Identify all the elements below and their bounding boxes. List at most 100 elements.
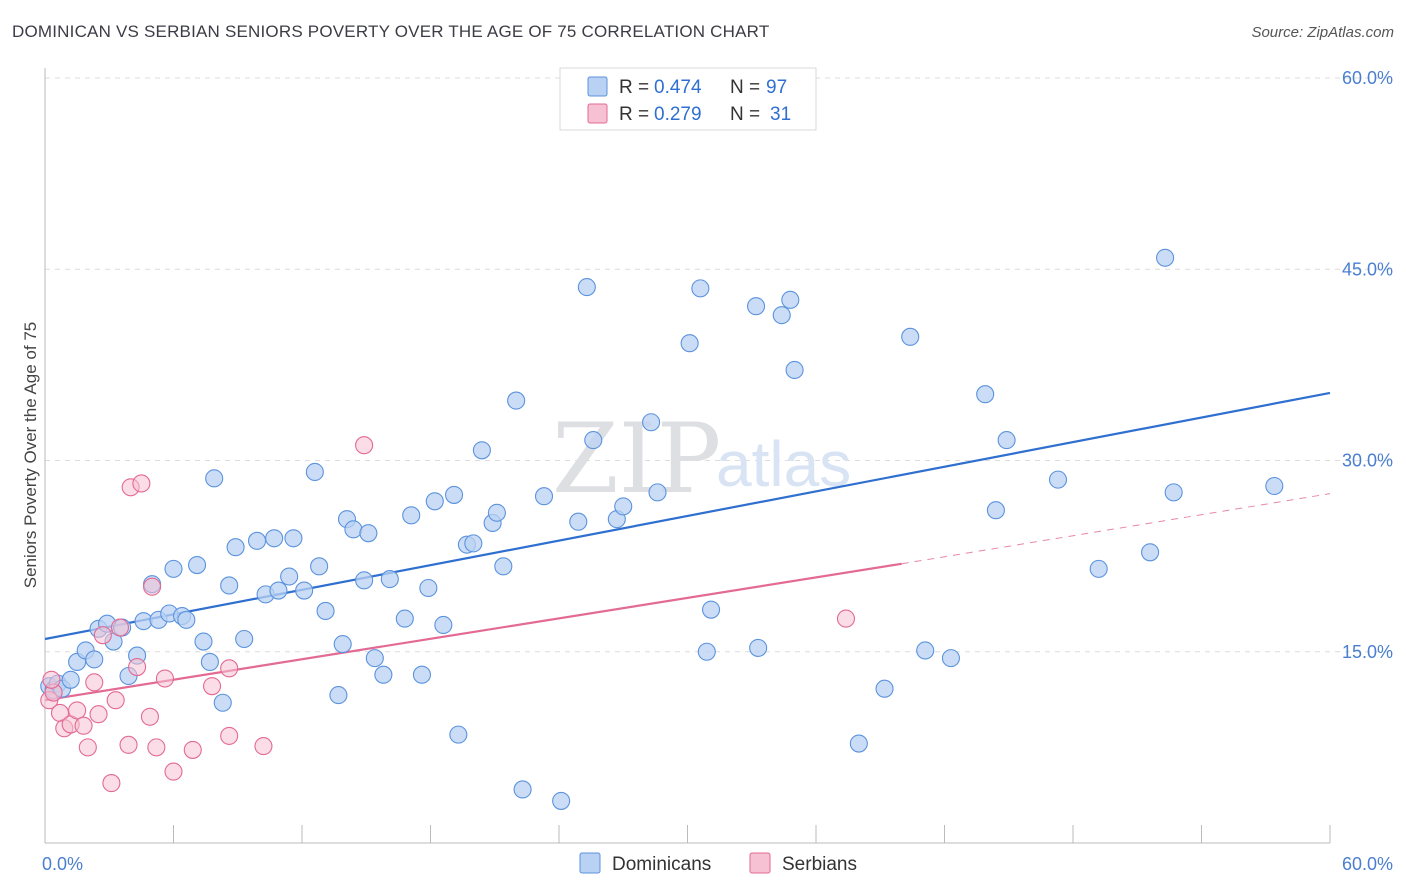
point-dominicans (1156, 248, 1175, 267)
y-axis-label: Seniors Poverty Over the Age of 75 (21, 322, 40, 588)
watermark: ZIP atlas (552, 403, 851, 515)
point-dominicans (235, 629, 254, 649)
legend-swatch-serbians (587, 103, 608, 124)
point-dominicans (1164, 483, 1183, 502)
point-dominicans (365, 649, 384, 668)
point-dominicans (849, 734, 868, 753)
legend-r-value-dominicans: 0.474 (654, 77, 702, 98)
point-dominicans (697, 642, 716, 661)
legend-r-label-serbians: R = (619, 104, 649, 125)
legend-n-label-serbians: N = (730, 104, 760, 125)
point-dominicans (213, 693, 232, 712)
source-label: Source: ZipAtlas.com (1251, 24, 1394, 41)
bottom-legend: Dominicans Serbians (579, 852, 857, 875)
point-serbians (106, 691, 125, 710)
point-dominicans (329, 686, 348, 705)
point-dominicans (449, 725, 468, 744)
point-serbians (147, 738, 166, 757)
point-serbians (74, 716, 93, 735)
point-dominicans (164, 559, 183, 578)
point-dominicans (205, 469, 224, 488)
point-dominicans (749, 638, 768, 657)
point-dominicans (305, 462, 324, 482)
point-dominicans (691, 279, 710, 298)
point-dominicans (177, 610, 196, 629)
trend-line-serbians (44, 562, 902, 702)
point-dominicans (534, 487, 554, 506)
point-dominicans (1265, 476, 1284, 496)
point-serbians (132, 474, 151, 493)
bottom-legend-swatch-dominicans (579, 852, 601, 874)
chart-title: DOMINICAN VS SERBIAN SENIORS POVERTY OVE… (12, 22, 770, 41)
point-dominicans (552, 791, 571, 810)
point-dominicans (359, 524, 378, 543)
point-dominicans (746, 297, 766, 316)
point-dominicans (61, 670, 80, 689)
point-dominicans (395, 609, 414, 628)
point-serbians (254, 737, 273, 756)
point-serbians (85, 673, 104, 692)
point-dominicans (374, 665, 393, 684)
y-tick-label: 60.0% (1342, 68, 1393, 88)
point-dominicans (412, 665, 431, 684)
axes (44, 68, 1331, 844)
point-dominicans (976, 385, 995, 404)
point-dominicans (916, 641, 935, 660)
point-serbians (128, 657, 147, 677)
y-tick-label: 30.0% (1342, 451, 1393, 471)
point-dominicans (1048, 470, 1068, 489)
point-dominicans (648, 483, 667, 502)
point-dominicans (247, 531, 267, 550)
point-serbians (836, 609, 856, 628)
point-serbians (140, 707, 159, 726)
point-dominicans (419, 578, 438, 598)
grid (45, 77, 1392, 653)
point-dominicans (188, 555, 207, 575)
point-serbians (78, 738, 97, 757)
point-dominicans (642, 413, 661, 432)
point-dominicans (445, 485, 464, 504)
point-serbians (143, 577, 162, 596)
legend-n-label-dominicans: N = (730, 77, 760, 98)
legend-r-label-dominicans: R = (619, 77, 649, 98)
point-dominicans (513, 780, 532, 799)
trend-line-serbians-extension (901, 493, 1331, 565)
point-serbians (119, 735, 138, 754)
point-dominicans (997, 431, 1016, 450)
point-dominicans (464, 534, 483, 553)
legend-n-value-dominicans: 97 (766, 77, 787, 98)
point-dominicans (85, 650, 104, 669)
point-dominicans (220, 576, 239, 595)
point-dominicans (494, 557, 513, 576)
x-tick-label: 60.0% (1342, 854, 1393, 874)
point-dominicans (941, 649, 960, 668)
point-dominicans (269, 581, 288, 600)
point-dominicans (316, 601, 335, 621)
point-serbians (93, 626, 112, 645)
y-tick-label: 15.0% (1342, 642, 1393, 662)
point-dominicans (265, 529, 284, 548)
point-dominicans (614, 497, 633, 516)
x-tick-label: 0.0% (42, 854, 83, 874)
point-dominicans (487, 503, 506, 522)
point-dominicans (284, 529, 303, 548)
point-dominicans (200, 652, 219, 672)
legend-swatch-dominicans (587, 76, 608, 97)
point-serbians (110, 618, 130, 637)
point-dominicans (680, 334, 699, 353)
point-serbians (42, 670, 61, 689)
point-serbians (102, 774, 121, 793)
point-dominicans (702, 600, 721, 619)
bottom-legend-swatch-serbians (749, 852, 771, 874)
point-dominicans (1141, 543, 1160, 562)
point-dominicans (280, 567, 299, 586)
point-dominicans (425, 492, 444, 511)
legend-r-value-serbians: 0.279 (654, 104, 702, 125)
point-serbians (183, 740, 202, 759)
y-tick-labels: 15.0% 30.0% 45.0% 60.0% (1342, 68, 1393, 662)
watermark-zip: ZIP (552, 403, 721, 515)
point-dominicans (344, 520, 363, 539)
bottom-legend-serbians: Serbians (782, 854, 857, 875)
point-dominicans (577, 278, 596, 297)
